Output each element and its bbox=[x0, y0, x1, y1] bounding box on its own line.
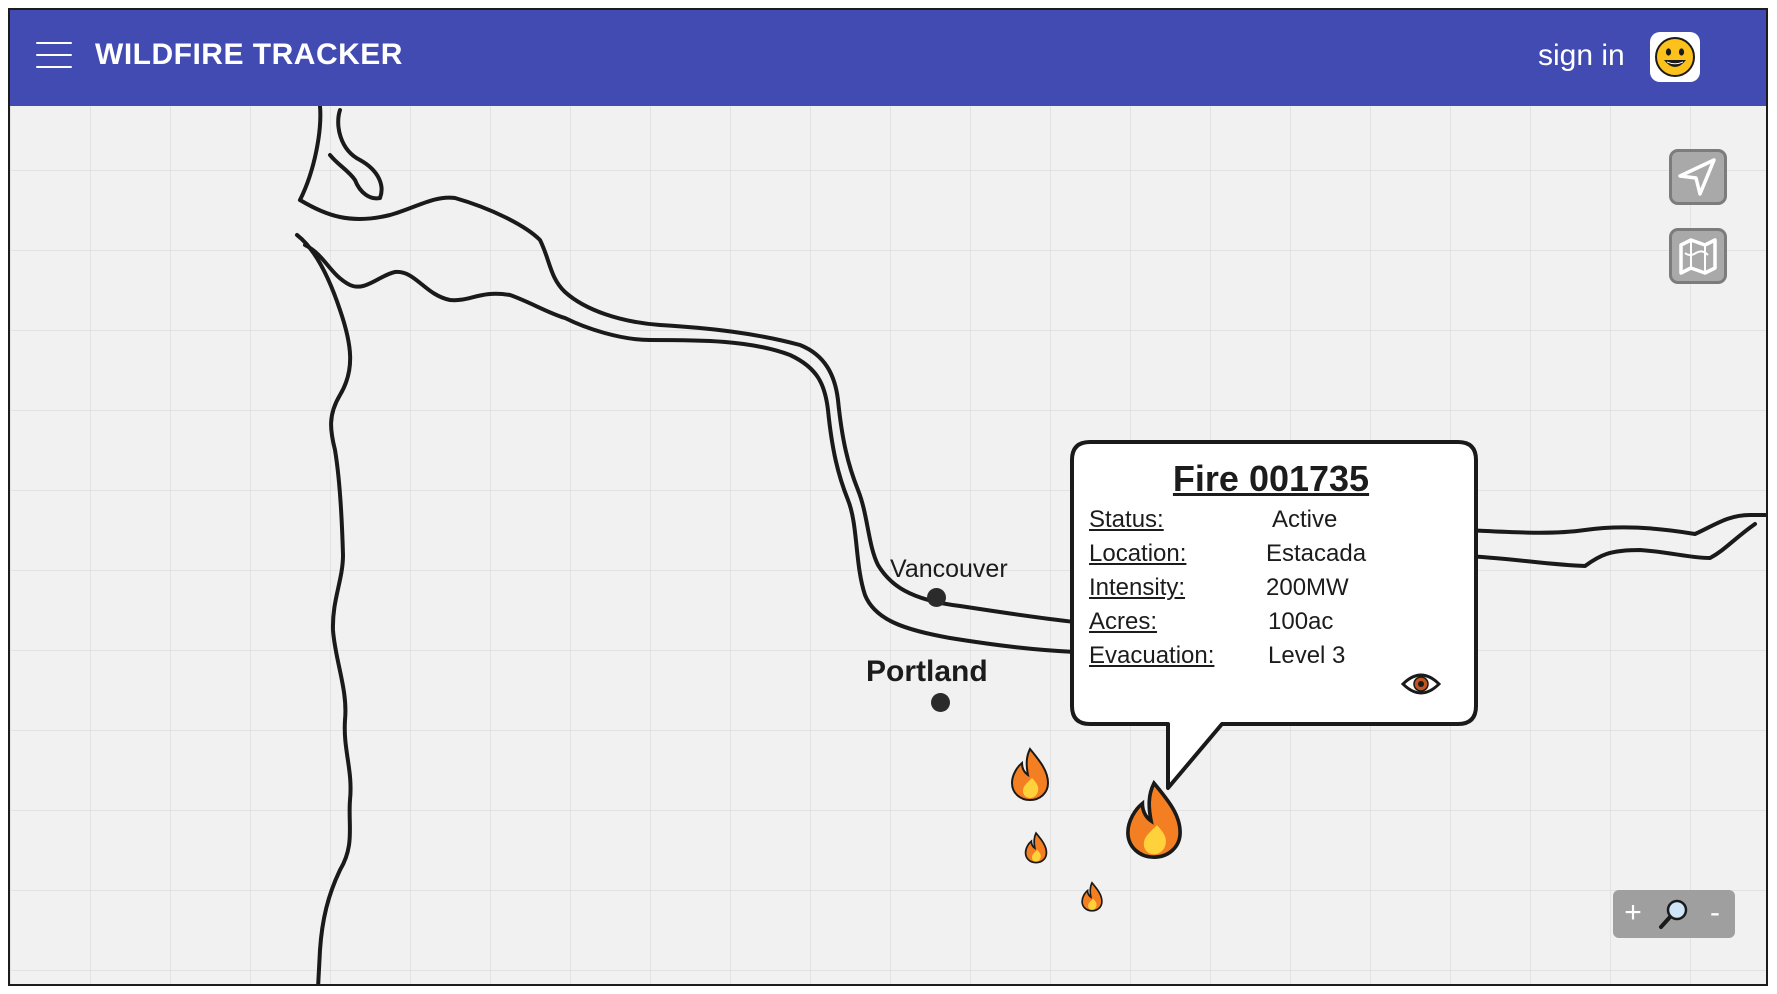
city-label-vancouver: Vancouver bbox=[890, 555, 1008, 583]
river-east-south-bank bbox=[1463, 522, 1757, 568]
river-south-bank bbox=[303, 243, 1077, 654]
river-north-bank bbox=[298, 195, 1077, 624]
city-marker-vancouver[interactable] bbox=[927, 588, 946, 607]
popup-title: Fire 001735 bbox=[1172, 458, 1370, 499]
sign-in-link[interactable]: sign in bbox=[1538, 39, 1625, 72]
location-label: Location: bbox=[1089, 540, 1187, 567]
fire-marker[interactable] bbox=[1010, 747, 1050, 802]
smiley-face-icon bbox=[1655, 37, 1695, 77]
locate-me-button[interactable] bbox=[1669, 149, 1727, 205]
puget-sound-inlet bbox=[298, 104, 384, 202]
evacuation-value: Level 3 bbox=[1268, 642, 1346, 669]
acres-label: Acres: bbox=[1089, 608, 1158, 635]
location-value: Estacada bbox=[1266, 540, 1367, 567]
folded-map-icon bbox=[1679, 238, 1717, 275]
intensity-label: Intensity: bbox=[1089, 574, 1186, 601]
popup-bubble bbox=[1070, 440, 1478, 790]
evacuation-label: Evacuation: bbox=[1089, 642, 1215, 669]
zoom-control: + - bbox=[1613, 890, 1735, 938]
avatar[interactable] bbox=[1650, 32, 1700, 82]
magnifier-icon[interactable] bbox=[1653, 890, 1693, 938]
zoom-out-button[interactable]: - bbox=[1710, 896, 1720, 929]
status-label: Status: bbox=[1089, 506, 1164, 533]
app-title: WILDFIRE TRACKER bbox=[95, 38, 403, 71]
fire-marker[interactable] bbox=[1081, 881, 1103, 912]
intensity-value: 200MW bbox=[1266, 574, 1349, 601]
navigation-arrow-icon bbox=[1678, 158, 1716, 196]
fire-marker-selected[interactable] bbox=[1126, 779, 1182, 859]
eye-icon bbox=[1400, 673, 1442, 695]
fire-marker[interactable] bbox=[1024, 831, 1048, 864]
map-layers-button[interactable] bbox=[1669, 228, 1727, 284]
map-canvas[interactable] bbox=[10, 10, 1768, 986]
hamburger-menu-icon[interactable] bbox=[36, 42, 74, 70]
app-header: WILDFIRE TRACKER sign in bbox=[10, 10, 1766, 106]
zoom-in-button[interactable]: + bbox=[1624, 896, 1642, 929]
view-details-button[interactable] bbox=[1400, 668, 1442, 700]
app-window: WILDFIRE TRACKER sign in Vancouver Portl… bbox=[8, 8, 1768, 986]
acres-value: 100ac bbox=[1268, 608, 1334, 635]
coastline bbox=[295, 233, 353, 984]
city-label-portland: Portland bbox=[866, 655, 988, 688]
status-value: Active bbox=[1272, 506, 1338, 533]
river-east-north-bank bbox=[1463, 513, 1766, 536]
city-marker-portland[interactable] bbox=[931, 693, 950, 712]
